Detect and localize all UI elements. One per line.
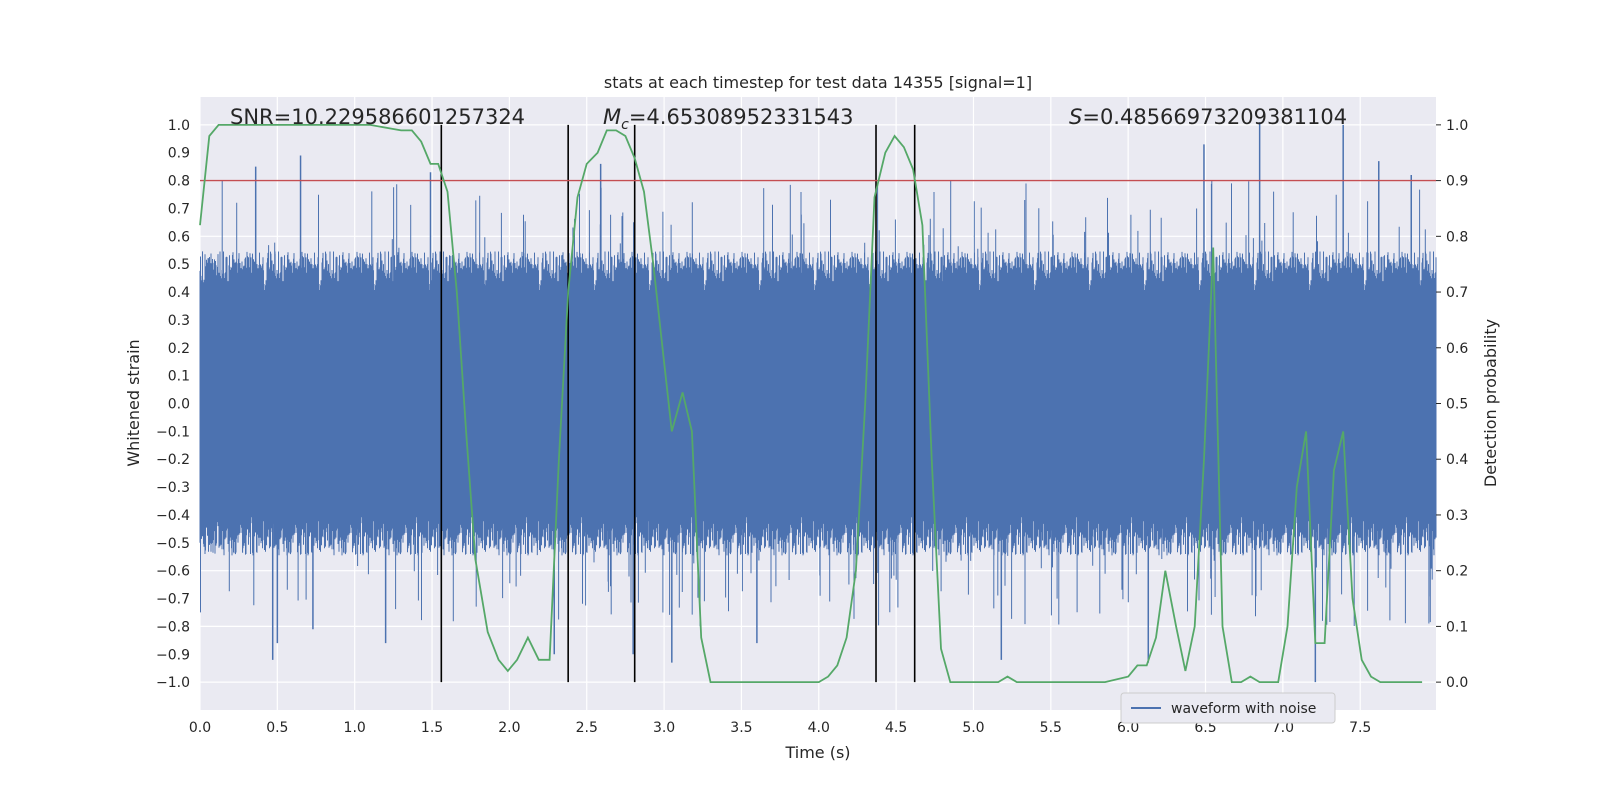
y-right-tick-label-5: 0.5 bbox=[1446, 397, 1468, 413]
x-axis-ticks: 0.0 0.5 1.0 1.5 2.0 2.5 3.0 3.5 4.0 4.5 5.0 5.5 6.0 6… bbox=[189, 720, 1371, 736]
legend-box bbox=[1120, 692, 1336, 724]
y-tick-label-20: 1.0 bbox=[168, 118, 190, 134]
y-tick-label-3: −0.7 bbox=[156, 592, 190, 608]
y-tick-label-14: 0.4 bbox=[168, 285, 190, 301]
y-tick-label-13: 0.3 bbox=[168, 313, 190, 329]
x-tick-label-4: 2.0 bbox=[498, 720, 520, 736]
y-tick-label-10: 0.0 bbox=[168, 397, 190, 413]
y-axis-ticks: −1.0 −0.9 −0.8 −0.7 −0.6 −0.5 −0.4 −0.3 −0.2 −0.1… bbox=[156, 118, 190, 691]
y-tick-label-18: 0.8 bbox=[168, 174, 190, 190]
y-right-tick-label-1: 0.1 bbox=[1446, 619, 1468, 635]
y-tick-label-12: 0.2 bbox=[168, 341, 190, 357]
y-tick-label-5: −0.5 bbox=[156, 536, 190, 552]
y-tick-label-7: −0.3 bbox=[156, 480, 190, 496]
y-tick-label-11: 0.1 bbox=[168, 369, 190, 385]
x-tick-label-14: 7.0 bbox=[1272, 720, 1294, 736]
y-right-tick-label-6: 0.6 bbox=[1446, 341, 1468, 357]
y-right-tick-label-7: 0.7 bbox=[1446, 285, 1468, 301]
x-tick-label-2: 1.0 bbox=[344, 720, 366, 736]
y-right-axis-label: Detection probability bbox=[1481, 319, 1500, 487]
x-tick-label-15: 7.5 bbox=[1349, 720, 1371, 736]
chirp-mass-annotation: Mc=4.65308952331543 bbox=[603, 105, 854, 133]
y-tick-label-2: −0.8 bbox=[156, 619, 190, 635]
x-tick-label-1: 0.5 bbox=[266, 720, 288, 736]
vertical-markers bbox=[440, 124, 916, 683]
x-tick-label-13: 6.5 bbox=[1194, 720, 1216, 736]
x-tick-label-0: 0.0 bbox=[189, 720, 211, 736]
y-tick-label-16: 0.6 bbox=[168, 229, 190, 245]
y-tick-label-19: 0.9 bbox=[168, 146, 190, 162]
s-symbol: S bbox=[1069, 105, 1082, 129]
y-right-tick-label-10: 1.0 bbox=[1446, 118, 1468, 134]
x-tick-label-6: 3.0 bbox=[653, 720, 675, 736]
x-tick-label-3: 1.5 bbox=[421, 720, 443, 736]
y-tick-label-8: −0.2 bbox=[156, 452, 190, 468]
mc-subscript: c bbox=[621, 117, 629, 133]
y-tick-label-4: −0.6 bbox=[156, 564, 190, 580]
x-tick-label-8: 4.0 bbox=[808, 720, 830, 736]
x-tick-label-5: 2.5 bbox=[576, 720, 598, 736]
x-tick-label-10: 5.0 bbox=[962, 720, 984, 736]
legend-label-waveform: waveform with noise bbox=[1171, 701, 1316, 717]
x-tick-label-11: 5.5 bbox=[1040, 720, 1062, 736]
y-right-axis-ticks: 0.0 0.1 0.2 0.3 0.4 0.5 0.6 0.7 0.8 0.9 1.0 bbox=[1436, 118, 1468, 691]
y-right-tick-label-9: 0.9 bbox=[1446, 174, 1468, 190]
legend: waveform with noise bbox=[1120, 692, 1336, 724]
probability-series-group bbox=[199, 124, 1423, 683]
mc-symbol: M bbox=[603, 105, 621, 129]
probability-line bbox=[199, 124, 1423, 683]
x-tick-label-12: 6.0 bbox=[1117, 720, 1139, 736]
mc-value: =4.65308952331543 bbox=[629, 105, 854, 129]
y-tick-label-0: −1.0 bbox=[156, 675, 190, 691]
waveform-series bbox=[199, 122, 1437, 683]
y-right-tick-label-3: 0.3 bbox=[1446, 508, 1468, 524]
y-right-tick-label-4: 0.4 bbox=[1446, 452, 1468, 468]
y-right-tick-label-0: 0.0 bbox=[1446, 675, 1468, 691]
chart-title: stats at each timestep for test data 143… bbox=[604, 73, 1032, 92]
x-axis-label: Time (s) bbox=[784, 743, 850, 762]
y-tick-label-15: 0.5 bbox=[168, 257, 190, 273]
s-annotation: S=0.48566973209381104 bbox=[1069, 105, 1347, 129]
y-tick-label-17: 0.7 bbox=[168, 201, 190, 217]
y-right-tick-label-2: 0.2 bbox=[1446, 564, 1468, 580]
s-value: =0.48566973209381104 bbox=[1082, 105, 1347, 129]
x-tick-label-7: 3.5 bbox=[730, 720, 752, 736]
y-tick-label-9: −0.1 bbox=[156, 424, 190, 440]
y-tick-label-1: −0.9 bbox=[156, 647, 190, 663]
snr-annotation: SNR=10.229586601257324 bbox=[230, 105, 525, 129]
y-tick-label-6: −0.4 bbox=[156, 508, 190, 524]
y-right-tick-label-8: 0.8 bbox=[1446, 229, 1468, 245]
y-axis-label: Whitened strain bbox=[124, 339, 143, 466]
x-tick-label-9: 4.5 bbox=[885, 720, 907, 736]
